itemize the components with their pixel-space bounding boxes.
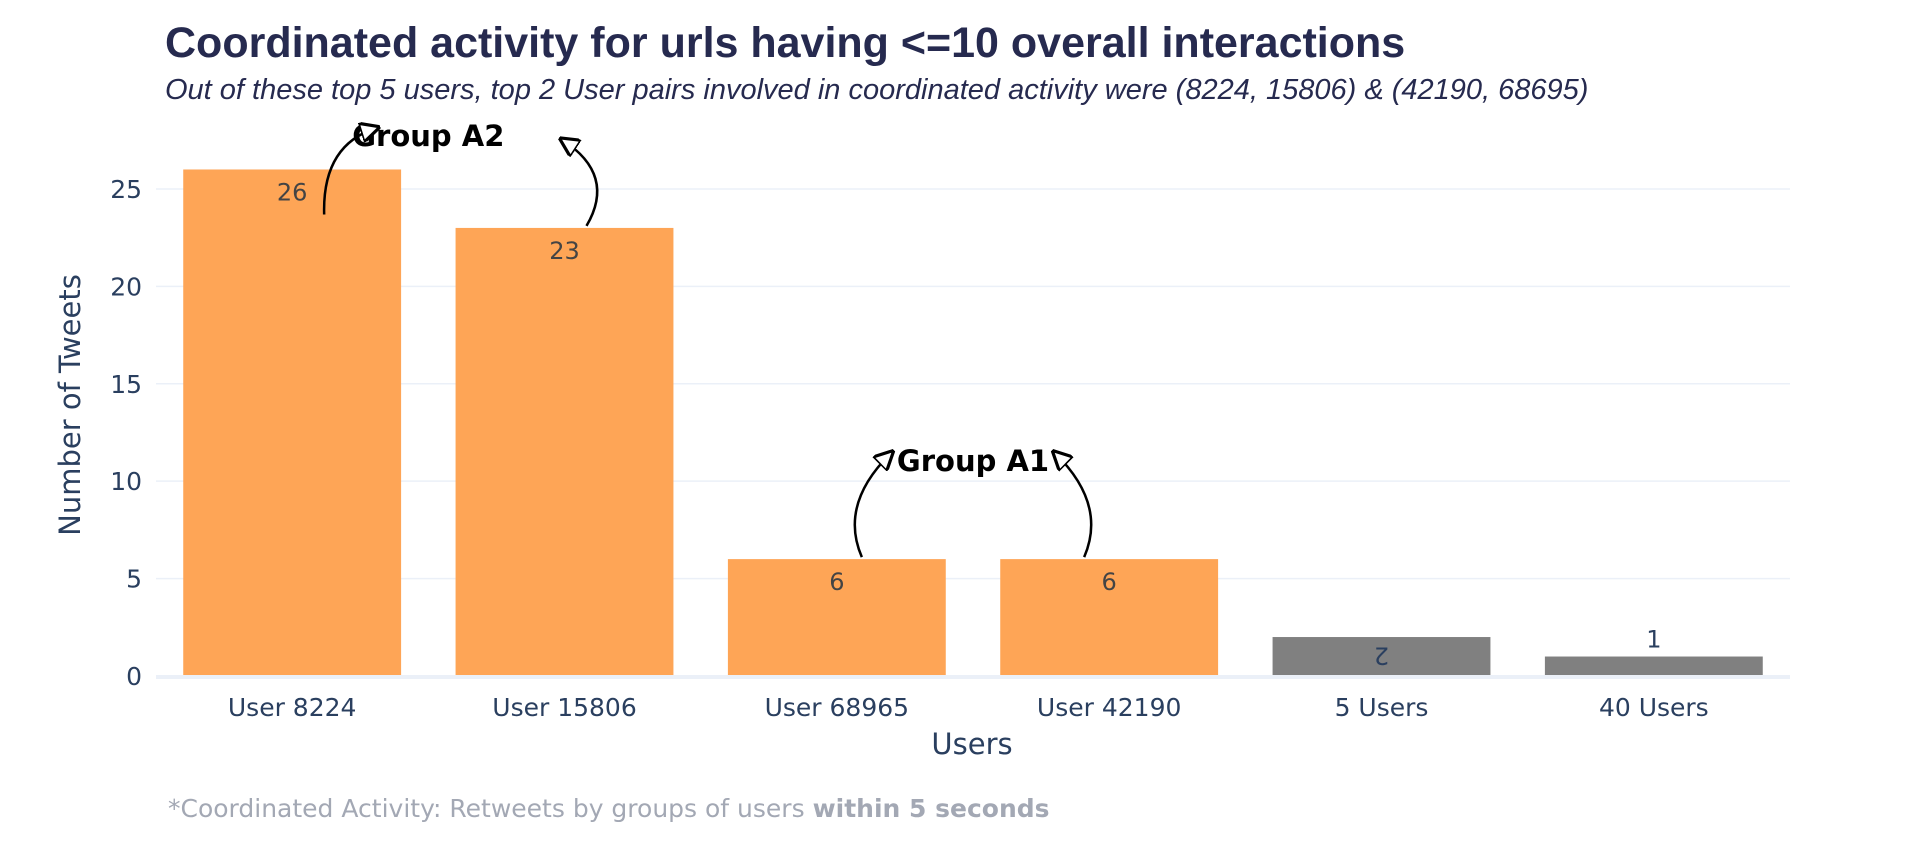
bar-0 bbox=[183, 169, 402, 676]
footnote: *Coordinated Activity: Retweets by group… bbox=[168, 794, 1050, 823]
annotation-arrow-left bbox=[322, 128, 376, 215]
y-axis-title: Number of Tweets bbox=[53, 274, 87, 536]
bars: 26 23 6 6 2 1 bbox=[183, 169, 1763, 677]
bar-2 bbox=[727, 559, 946, 676]
x-tick-label: User 68965 bbox=[765, 693, 909, 722]
annotation-arrow-left bbox=[853, 453, 891, 558]
y-tick-label: 20 bbox=[110, 272, 142, 301]
annotations: Group A2 Group A1 bbox=[322, 119, 1093, 558]
y-tick-label: 15 bbox=[110, 370, 142, 399]
bar-value-label: 2 bbox=[1374, 642, 1389, 670]
footnote-bold-text: within 5 seconds bbox=[813, 794, 1050, 823]
group-annotation-label: Group A2 bbox=[352, 119, 504, 153]
annotation-arrow-right bbox=[563, 140, 599, 227]
bar-value-label: 6 bbox=[1102, 568, 1117, 596]
bar-value-label: 6 bbox=[829, 568, 844, 596]
y-tick-label: 10 bbox=[110, 467, 142, 496]
footnote-text: *Coordinated Activity: Retweets by group… bbox=[168, 794, 813, 823]
bar-value-label: 1 bbox=[1646, 626, 1661, 654]
x-tick-label: 40 Users bbox=[1599, 693, 1709, 722]
bar-5 bbox=[1544, 656, 1763, 676]
x-tick-label: User 8224 bbox=[228, 693, 357, 722]
gridlines bbox=[156, 188, 1790, 580]
y-tick-label: 5 bbox=[126, 565, 142, 594]
bar-1 bbox=[455, 227, 674, 677]
y-tick-label: 25 bbox=[110, 175, 142, 204]
chart-title: Coordinated activity for urls having <=1… bbox=[165, 19, 1405, 67]
x-tick-label: User 15806 bbox=[492, 693, 636, 722]
x-axis-title: Users bbox=[931, 727, 1012, 761]
x-tick-label: User 42190 bbox=[1037, 693, 1181, 722]
bar-4 bbox=[1272, 637, 1491, 676]
x-tick-label: 5 Users bbox=[1335, 693, 1429, 722]
bar-3 bbox=[1000, 559, 1219, 676]
bar-value-label: 23 bbox=[549, 237, 580, 265]
annotation-arrow-right bbox=[1055, 453, 1093, 558]
chart-subtitle: Out of these top 5 users, top 2 User pai… bbox=[165, 74, 1588, 106]
axes: 0 5 10 15 20 25 User 8224 User 15806 User 68965 U… bbox=[110, 175, 1790, 722]
y-tick-label: 0 bbox=[126, 662, 142, 691]
bar-value-label: 26 bbox=[277, 178, 308, 206]
group-annotation-label: Group A1 bbox=[897, 444, 1049, 478]
